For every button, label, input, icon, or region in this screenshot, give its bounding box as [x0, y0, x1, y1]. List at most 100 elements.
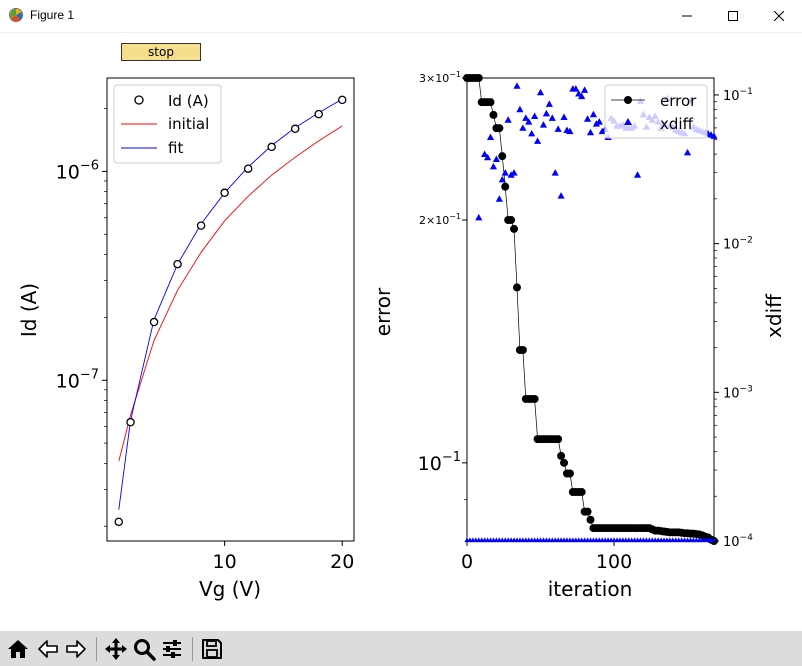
right-legend-label-1: xdiff	[660, 115, 694, 133]
home-button[interactable]	[6, 637, 30, 661]
xdiff-point	[595, 118, 603, 125]
y-tick-label: 3×10−1	[419, 70, 461, 85]
window-titlebar: Figure 1	[0, 0, 802, 33]
figure-canvas: 10 20 10−7 10−6 Vg (V) Id (A) Id (A) initia…	[17, 70, 786, 601]
xdiff-point	[592, 120, 600, 127]
left-axes-ticks: 10 20 10−7 10−6	[56, 108, 354, 573]
navigation-toolbar	[0, 631, 802, 666]
x-tick-label: 10	[213, 551, 237, 573]
error-point	[565, 469, 574, 478]
initial-line	[118, 125, 343, 462]
data-point	[267, 142, 276, 152]
maximize-button[interactable]	[710, 0, 756, 32]
left-legend: Id (A) initial fit	[113, 84, 222, 164]
left-axes-series	[114, 95, 347, 527]
data-point	[196, 221, 206, 230]
xdiff-point	[483, 153, 492, 161]
data-point	[173, 259, 182, 269]
xdiff-point	[475, 213, 483, 221]
xdiff-point	[498, 175, 506, 183]
data-point	[337, 95, 347, 105]
zoom-button[interactable]	[132, 637, 156, 661]
error-point	[560, 458, 569, 467]
x-tick-label: 0	[461, 551, 473, 573]
right-axes: 0 100 10−1 2×10−1 3×10−1 10−4 10−3 10−2 10−1 ite…	[371, 70, 786, 601]
window-title: Figure 1	[30, 8, 75, 22]
xdiff-point	[489, 162, 498, 170]
legend-open-circle-marker	[134, 95, 144, 105]
configure-subplots-button[interactable]	[160, 637, 184, 661]
error-point	[586, 515, 595, 524]
xdiff-point	[481, 150, 489, 157]
xdiff-point	[586, 128, 595, 136]
xdiff-point	[516, 105, 524, 113]
xdiff-point	[522, 114, 530, 121]
data-point	[220, 188, 229, 198]
left-xaxis-label: Vg (V)	[199, 577, 261, 601]
back-button[interactable]	[36, 637, 60, 661]
toolbar-separator	[192, 637, 193, 661]
xdiff-point	[581, 86, 589, 93]
xdiff-point	[710, 132, 718, 139]
error-point	[489, 110, 498, 119]
xdiff-point	[504, 116, 512, 123]
y-tick-label: 10−1	[418, 450, 461, 475]
right-xaxis-label: iteration	[548, 577, 633, 601]
error-point	[518, 346, 527, 355]
error-point	[510, 224, 519, 233]
xdiff-point	[589, 110, 598, 118]
xdiff-point	[633, 171, 642, 178]
save-icon	[202, 639, 222, 659]
error-point	[530, 394, 539, 403]
data-point	[114, 517, 124, 527]
xdiff-point	[533, 137, 542, 144]
stop-button[interactable]: stop	[121, 43, 201, 61]
left-axes: 10 20 10−7 10−6 Vg (V) Id (A) Id (A) initia…	[17, 77, 355, 601]
x-tick-label: 20	[330, 551, 354, 573]
xdiff-point	[510, 169, 518, 176]
close-button[interactable]	[756, 0, 802, 32]
right-y2axis-label: xdiff	[762, 293, 786, 338]
toolbar-separator	[96, 637, 97, 661]
y2-tick-label: 10−1	[723, 87, 753, 104]
error-point	[554, 435, 563, 444]
y2-tick-label: 10−3	[723, 384, 753, 401]
x-tick-label: 100	[596, 551, 632, 573]
xdiff-point	[519, 124, 527, 131]
close-icon	[774, 11, 784, 21]
pan-button[interactable]	[104, 637, 128, 661]
y2-tick-label: 10−4	[723, 533, 753, 550]
error-point	[501, 182, 510, 191]
right-legend: error xdiff	[604, 84, 708, 139]
xdiff-point	[566, 127, 574, 135]
left-legend-label-0: Id (A)	[168, 92, 209, 110]
y-tick-label: 2×10−1	[419, 212, 461, 227]
y2-tick-label: 10−2	[723, 236, 753, 253]
xdiff-point	[531, 112, 539, 120]
pan-icon	[105, 638, 127, 660]
data-point	[126, 417, 135, 427]
error-point	[583, 507, 592, 516]
data-point	[290, 124, 300, 134]
forward-icon	[66, 640, 86, 658]
xdiff-point	[583, 115, 592, 122]
forward-button[interactable]	[64, 637, 88, 661]
xdiff-point	[572, 85, 580, 92]
minimize-button[interactable]	[664, 0, 710, 32]
xdiff-point	[683, 148, 692, 156]
data-point	[243, 164, 253, 173]
minimize-icon	[682, 15, 692, 17]
xdiff-point	[548, 114, 556, 121]
left-legend-frame	[113, 84, 222, 164]
left-legend-label-1: initial	[168, 115, 209, 133]
legend-triangle-marker	[624, 118, 632, 125]
xdiff-point	[542, 109, 550, 117]
back-icon	[38, 640, 58, 658]
save-button[interactable]	[200, 637, 224, 661]
data-point	[314, 109, 323, 119]
zoom-icon	[134, 639, 156, 661]
error-point	[512, 283, 521, 292]
xdiff-point	[513, 82, 521, 89]
home-icon	[8, 640, 28, 658]
error-point	[495, 124, 504, 133]
